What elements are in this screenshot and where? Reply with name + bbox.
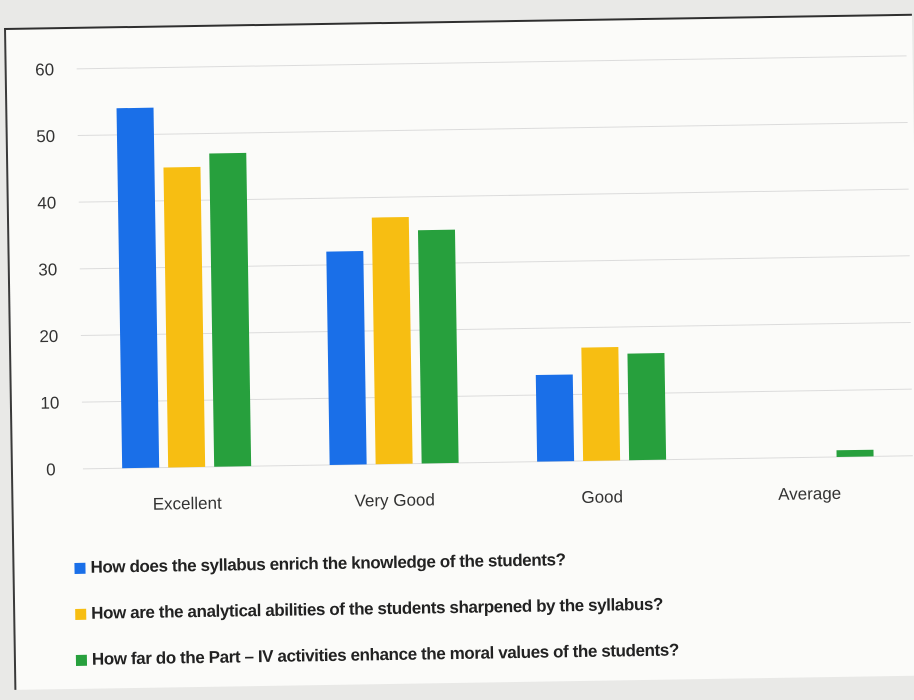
legend-label-series-2: How are the analytical abilities of the … [91,594,664,623]
gridline-30 [79,255,910,270]
bars [116,107,874,469]
bar-series-3-very-good [417,229,459,464]
y-tick-label: 0 [46,460,56,479]
legend: How does the syllabus enrich the knowled… [74,547,679,694]
gridline-60 [76,55,907,70]
x-axis-categories: Excellent Very Good Good Average [153,484,842,514]
y-tick-label: 30 [38,260,57,279]
gridline-20 [80,321,911,336]
legend-label-series-1: How does the syllabus enrich the knowled… [90,550,566,577]
x-category-label: Very Good [354,490,435,510]
bar-chart: 0 10 20 30 40 50 60 Excellent Very Good Good Aver… [35,55,913,514]
legend-item-series-3: How far do the Part – IV activities enha… [75,639,680,670]
gridline-40 [78,188,909,203]
y-tick-label: 50 [36,127,55,146]
bar-series-3-good [627,352,667,461]
bar-series-2-very-good [371,216,413,465]
chart-paper: 0 10 20 30 40 50 60 Excellent Very Good Good Aver… [4,13,914,690]
legend-swatch-series-2 [75,608,87,620]
gridline-10 [81,388,912,403]
legend-item-series-1: How does the syllabus enrich the knowled… [74,547,677,578]
legend-swatch-series-3 [75,654,88,666]
y-tick-label: 20 [39,327,58,346]
bar-series-3-excellent [209,152,252,467]
x-category-label: Good [581,487,623,507]
y-tick-label: 60 [35,60,54,79]
legend-swatch-series-1 [74,562,86,574]
bar-series-2-good [581,347,621,461]
bar-series-3-average [836,449,874,457]
bar-series-2-excellent [163,166,206,468]
bar-series-1-very-good [326,251,367,465]
bar-series-1-good [535,374,575,462]
bar-series-1-excellent [116,107,160,469]
gridline-0 [82,455,913,470]
legend-item-series-2: How are the analytical abilities of the … [75,593,678,624]
y-axis-ticks: 0 10 20 30 40 50 60 [35,60,59,479]
gridline-50 [77,121,908,137]
x-category-label: Excellent [153,494,223,514]
x-category-label: Average [778,484,841,504]
y-tick-label: 10 [40,394,59,413]
y-tick-label: 40 [37,194,56,213]
legend-label-series-3: How far do the Part – IV activities enha… [91,640,680,669]
